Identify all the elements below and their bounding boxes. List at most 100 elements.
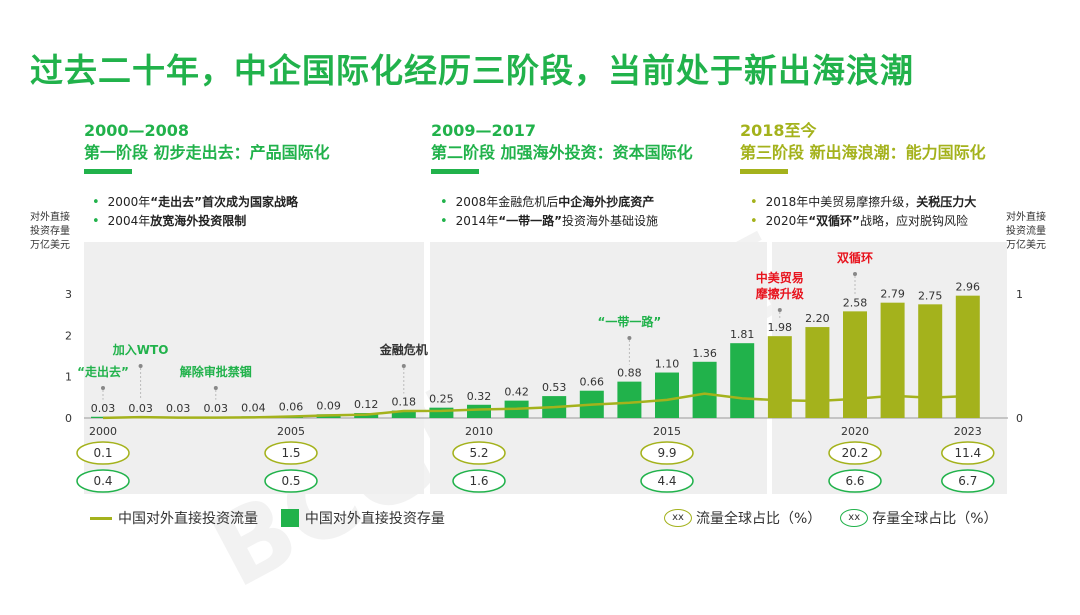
event-annotation: “一带一路” — [598, 314, 662, 329]
stock-value-label: 1.10 — [655, 358, 680, 371]
stock-value-label: 2.75 — [918, 289, 943, 302]
x-tick-label: 2023 — [954, 425, 982, 438]
stock-bar — [655, 372, 679, 418]
legend-stock-swatch — [280, 509, 299, 527]
bullet-item: 2004年放宽海外投资限制 — [92, 212, 298, 231]
stock-share-ellipse — [264, 469, 318, 493]
legend-stock-share-swatch: xx — [840, 509, 869, 527]
x-tick-label: 2020 — [841, 425, 869, 438]
y-right-tick-label: 0 — [1016, 412, 1023, 425]
phase-2-bullets: 2008年金融危机后中企海外抄底资产 2014年“一带一路”投资海外基础设施 — [440, 193, 658, 231]
annotation-dot — [401, 364, 406, 368]
stock-bar — [843, 311, 867, 418]
stock-bar — [880, 302, 905, 418]
stock-bar — [805, 327, 830, 418]
phase-panel-1 — [84, 242, 424, 494]
stock-value-label: 0.06 — [279, 401, 304, 414]
phase-1-bar — [84, 169, 132, 174]
annotation-dot — [138, 364, 143, 368]
stock-value-label: 0.12 — [354, 398, 379, 411]
stock-share-label: 4.4 — [657, 474, 676, 488]
phase-3-years: 2018至今 — [740, 121, 817, 140]
legend-flow-share-label: 流量全球占比（%） — [696, 511, 822, 527]
annotation-dot — [627, 336, 632, 340]
stock-value-label: 0.88 — [617, 367, 642, 380]
phase-1-name: 第一阶段 初步走出去：产品国际化 — [84, 143, 330, 162]
legend: 中国对外直接投资流量 中国对外直接投资存量 — [90, 508, 445, 528]
stock-value-label: 0.09 — [316, 399, 341, 412]
bullet-item: 2000年“走出去”首次成为国家战略 — [92, 193, 298, 212]
stock-bar — [467, 404, 491, 418]
stock-bar — [918, 304, 943, 418]
annotation-dot — [101, 386, 105, 390]
flow-share-ellipse — [828, 441, 882, 465]
phase-1-years: 2000—2008 — [84, 121, 190, 140]
y-right-tick-label: 1 — [1016, 288, 1023, 301]
flow-share-label: 5.2 — [469, 446, 488, 460]
y-left-tick-label: 0 — [65, 412, 72, 425]
flow-share-label: 1.5 — [281, 446, 300, 460]
event-annotation: 中美贸易摩擦升级 — [756, 270, 804, 301]
stock-share-ellipse — [452, 469, 506, 493]
stock-bar — [429, 407, 454, 418]
stock-bar — [730, 343, 755, 418]
stock-bar — [767, 336, 792, 418]
stock-value-label: 2.20 — [805, 312, 830, 325]
stock-share-label: 6.6 — [845, 474, 864, 488]
annotation-dot — [213, 386, 218, 390]
flow-share-ellipse — [76, 441, 130, 465]
bullet-item: 2008年金融危机后中企海外抄底资产 — [440, 193, 658, 212]
stock-value-label: 0.04 — [241, 401, 266, 414]
legend-stock-share-label: 存量全球占比（%） — [872, 511, 998, 527]
phase-3-bar — [740, 169, 788, 174]
stock-value-label: 0.18 — [392, 396, 417, 409]
annotation-dot — [853, 272, 857, 276]
phase-2-header: 2009—2017 第二阶段 加强海外投资：资本国际化 — [431, 120, 693, 174]
stock-value-label: 2.96 — [956, 281, 981, 294]
stock-bar — [617, 381, 642, 418]
phase-2-bar — [431, 169, 479, 174]
stock-value-label: 0.03 — [128, 402, 153, 415]
stock-share-label: 0.5 — [281, 474, 300, 488]
stock-share-label: 1.6 — [469, 474, 488, 488]
flow-share-ellipse — [452, 441, 506, 465]
stock-share-label: 6.7 — [958, 474, 977, 488]
legend-flow-label: 中国对外直接投资流量 — [118, 511, 258, 527]
annotation-dot — [777, 308, 782, 312]
y-left-tick-label: 2 — [65, 329, 72, 342]
stock-value-label: 0.53 — [542, 381, 567, 394]
stock-value-label: 1.98 — [768, 321, 793, 334]
stock-value-label: 0.03 — [204, 402, 229, 415]
flow-share-label: 11.4 — [954, 446, 981, 460]
stock-bar — [391, 410, 416, 418]
x-tick-label: 2000 — [89, 425, 117, 438]
event-annotation: 双循环 — [837, 250, 873, 265]
event-annotation: “走出去” — [77, 364, 129, 379]
phase-2-name: 第二阶段 加强海外投资：资本国际化 — [431, 143, 693, 162]
bullet-item: 2014年“一带一路”投资海外基础设施 — [440, 212, 658, 231]
stock-value-label: 0.03 — [91, 402, 116, 415]
stock-value-label: 1.81 — [730, 328, 755, 341]
page-title: 过去二十年，中企国际化经历三阶段，当前处于新出海浪潮 — [30, 51, 914, 90]
event-annotation: 加入WTO — [112, 342, 169, 357]
stock-share-label: 0.4 — [93, 474, 112, 488]
legend-stock-label: 中国对外直接投资存量 — [304, 511, 445, 527]
phase-1-bullets: 2000年“走出去”首次成为国家战略 2004年放宽海外投资限制 — [92, 193, 298, 231]
stock-value-label: 2.79 — [880, 288, 905, 301]
stock-value-label: 0.03 — [166, 402, 191, 415]
flow-share-label: 20.2 — [842, 446, 869, 460]
flow-share-ellipse — [264, 441, 318, 465]
legend-flow-swatch — [90, 516, 112, 520]
legend-flow-share-swatch: xx — [664, 509, 692, 527]
left-axis-title: 对外直接 投资存量 万亿美元 — [30, 212, 70, 251]
x-tick-label: 2015 — [653, 425, 681, 438]
stock-share-ellipse — [76, 469, 130, 493]
flow-share-label: 9.9 — [657, 446, 676, 460]
x-tick-label: 2010 — [465, 425, 493, 438]
event-annotation: 金融危机 — [379, 342, 428, 357]
legend-shares: xx 流量全球占比（%） xx 存量全球占比（%） — [664, 508, 998, 528]
stock-value-label: 0.32 — [467, 390, 492, 403]
phase-3-bullets: 2018年中美贸易摩擦升级，关税压力大 2020年“双循环”战略，应对脱钩风险 — [750, 193, 977, 231]
flow-share-ellipse — [941, 441, 995, 465]
